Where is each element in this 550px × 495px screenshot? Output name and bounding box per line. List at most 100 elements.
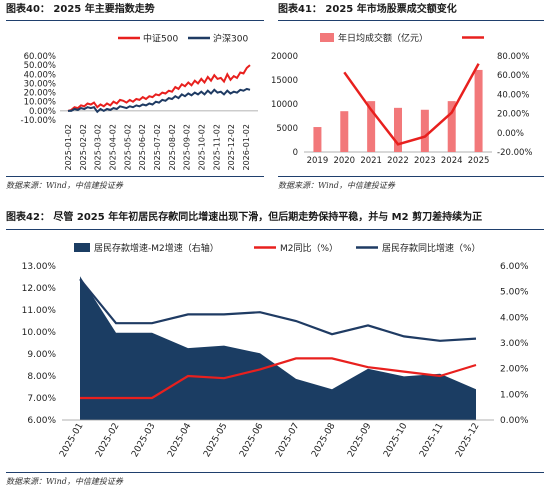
series-line-2 <box>68 87 251 114</box>
x-tick-label: 2025-11-02 <box>212 124 221 171</box>
title-rule-40 <box>6 20 264 21</box>
y2-tick-label: 20.00% <box>497 110 529 120</box>
y2-tick-label: 6.00% <box>500 262 529 272</box>
growth-line <box>343 63 480 146</box>
y2-tick-label: 1.00% <box>500 390 529 400</box>
source-40: 数据来源：Wind，中信建投证券 <box>6 181 123 190</box>
y2-tick-label: 3.00% <box>500 339 529 349</box>
y2-tick-label: 0.00% <box>500 416 529 426</box>
x-tick-label: 2025-07-02 <box>153 124 162 171</box>
x-tick-label: 2025-11 <box>418 422 445 460</box>
legend-label-deposit: 居民存款同比增速（%） <box>382 242 481 254</box>
spread-area <box>80 276 476 420</box>
x-tick-label: 2025-08-02 <box>168 124 177 171</box>
y-tick-label: 10.00% <box>22 328 57 338</box>
x-tick-label: 2025-12 <box>454 422 481 460</box>
y-tick-label: 5000 <box>276 124 298 134</box>
bar <box>340 111 349 152</box>
y-tick-label: 20.00% <box>24 89 56 99</box>
y2-tick-label: 0.00% <box>497 129 524 139</box>
bar <box>447 101 456 152</box>
x-tick-label: 2025-01 <box>58 422 85 460</box>
y-tick-label: 12.00% <box>22 284 57 294</box>
y-tick-label: 7.00% <box>27 394 56 404</box>
x-tick-label: 2025-05 <box>202 422 229 460</box>
x-tick-label: 2024 <box>441 156 463 166</box>
y-tick-label: 20000 <box>271 52 298 62</box>
bar <box>394 107 402 152</box>
y-tick-label: 0.00% <box>29 107 56 117</box>
y-tick-label: 60.00% <box>24 52 56 62</box>
x-tick-label: 2021 <box>360 156 382 166</box>
x-tick-label: 2025-09 <box>346 421 374 459</box>
deposit-line <box>79 278 477 342</box>
x-tick-label: 2025-10 <box>382 421 410 459</box>
legend-label-area: 居民存款增速-M2增速（右轴） <box>94 242 219 254</box>
panel-title-42: 图表42： 尽管 2025 年年初居民存款同比增速出现下滑，但后期走势保持平稳，… <box>6 212 483 223</box>
y-tick-label: 40.00% <box>24 70 56 80</box>
source-rule-42 <box>6 472 544 473</box>
x-tick-label: 2025-04 <box>166 421 194 459</box>
y2-tick-label: 2.00% <box>500 365 529 375</box>
x-tick-label: 2025 <box>468 156 490 166</box>
y2-tick-label: -20.00% <box>497 148 532 158</box>
bar <box>420 109 429 152</box>
x-tick-label: 2022 <box>387 156 409 166</box>
x-tick-label: 2023 <box>414 156 436 166</box>
y-tick-label: -10.00% <box>21 116 56 126</box>
y-tick-label: 15000 <box>271 76 298 86</box>
y-tick-label: 11.00% <box>22 306 57 316</box>
legend-swatch-bar <box>320 33 334 42</box>
x-tick-label: 2025-04-02 <box>109 124 118 171</box>
legend-swatch-area <box>74 243 90 252</box>
y-tick-label: 0 <box>293 148 298 158</box>
x-tick-label: 2020 <box>333 156 355 166</box>
legend-label-2: 沪深300 <box>213 33 248 45</box>
bar <box>313 127 322 152</box>
x-tick-label: 2025-12-02 <box>227 124 236 171</box>
panel-title-41: 图表41： 2025 年市场股票成交额变化 <box>278 4 457 15</box>
m2-line <box>80 357 477 400</box>
title-rule-42 <box>6 229 544 230</box>
x-tick-label: 2025-02-02 <box>79 124 88 170</box>
y-tick-label: 30.00% <box>24 79 56 89</box>
legend-label-1: 中证500 <box>143 33 178 45</box>
x-tick-label: 2025-01-02 <box>64 124 73 171</box>
y-tick-label: 10000 <box>271 100 298 110</box>
y-tick-label: 9.00% <box>27 350 56 360</box>
y2-tick-label: 80.00% <box>497 52 529 62</box>
x-tick-label: 2025-03-02 <box>94 124 103 171</box>
y-tick-label: 6.00% <box>27 416 56 426</box>
x-tick-label: 2025-05-02 <box>123 124 132 171</box>
x-tick-label: 2025-09-02 <box>183 124 192 171</box>
x-tick-label: 2025-10-02 <box>198 124 207 171</box>
bar <box>367 101 376 152</box>
y-tick-label: 13.00% <box>22 262 57 272</box>
source-42: 数据来源：Wind，中信建投证券 <box>6 477 123 486</box>
source-41: 数据来源：Wind，中信建投证券 <box>278 181 395 190</box>
x-tick-label: 2025-08 <box>310 421 338 459</box>
x-tick-label: 2025-06 <box>238 421 266 459</box>
bar <box>474 69 483 152</box>
y-tick-label: 50.00% <box>24 61 56 71</box>
legend-label-bar: 年日均成交额（亿元） <box>338 32 428 44</box>
series-line-1 <box>67 64 251 112</box>
legend-label-m2: M2同比（%） <box>280 242 338 254</box>
source-rule-40 <box>6 176 264 177</box>
y-tick-label: 8.00% <box>27 372 56 382</box>
title-rule-41 <box>278 20 544 21</box>
y2-tick-label: 60.00% <box>497 71 529 81</box>
y2-tick-label: 4.00% <box>500 313 529 323</box>
y2-tick-label: 40.00% <box>497 90 529 100</box>
x-tick-label: 2025-02 <box>94 422 121 460</box>
x-tick-label: 2019 <box>307 156 329 166</box>
panel-title-40: 图表40： 2025 年主要指数走势 <box>6 4 155 15</box>
x-tick-label: 2025-06-02 <box>138 124 147 171</box>
x-tick-label: 2025-03 <box>130 422 157 460</box>
source-rule-41 <box>278 176 544 177</box>
x-tick-label: 2025-07 <box>274 422 301 460</box>
x-tick-label: 2026-01-02 <box>242 124 251 171</box>
